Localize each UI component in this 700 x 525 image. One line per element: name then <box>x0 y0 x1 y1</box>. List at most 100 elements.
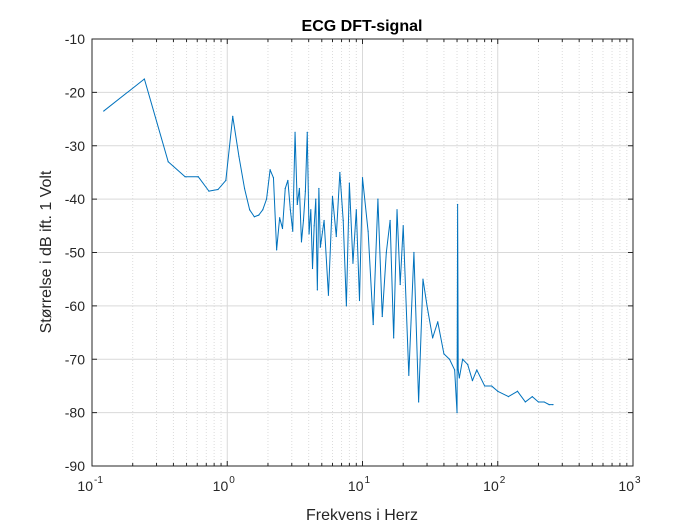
data-point <box>396 209 398 211</box>
data-point <box>348 182 350 184</box>
data-point <box>310 209 312 211</box>
data-point <box>294 131 296 134</box>
data-point <box>531 396 533 398</box>
x-tick-label: 10 1 <box>348 475 371 494</box>
y-tick-label: -60 <box>65 298 85 314</box>
data-point <box>524 401 526 403</box>
data-point <box>302 219 305 222</box>
data-point <box>381 315 383 318</box>
data-point <box>516 390 519 392</box>
data-point <box>308 233 310 235</box>
data-point <box>298 187 301 190</box>
data-point <box>311 267 314 270</box>
data-point <box>300 241 303 243</box>
data-point <box>284 187 286 190</box>
data-point <box>143 78 145 80</box>
y-tick-label: -40 <box>65 191 85 207</box>
data-point <box>304 190 306 192</box>
data-point <box>413 251 415 254</box>
x-tick-label-base: 10 <box>348 478 364 494</box>
data-point <box>217 188 219 191</box>
data-point <box>238 155 240 158</box>
data-point <box>432 337 434 339</box>
data-point <box>167 161 169 163</box>
data-point <box>367 230 369 232</box>
data-point <box>331 195 334 198</box>
data-point <box>253 216 255 218</box>
data-point <box>467 363 469 366</box>
data-point <box>345 305 347 307</box>
data-point <box>279 217 281 219</box>
data-point <box>358 299 361 302</box>
data-point <box>327 294 330 296</box>
y-tick-label: -80 <box>65 405 85 421</box>
data-point <box>232 115 234 117</box>
data-point <box>306 131 308 134</box>
data-point <box>243 187 246 190</box>
data-point <box>225 179 227 182</box>
data-point <box>296 203 298 206</box>
data-point <box>471 380 474 382</box>
data-point <box>335 235 337 238</box>
data-point <box>289 209 291 211</box>
x-tick-label-exponent: 2 <box>500 475 506 486</box>
data-point <box>319 246 321 248</box>
x-tick-label-base: 10 <box>483 478 499 494</box>
data-point <box>292 230 294 232</box>
x-tick-label-exponent: 3 <box>635 475 641 486</box>
data-point <box>393 337 395 339</box>
y-tick-label: -90 <box>65 458 85 474</box>
tick-marks <box>91 38 634 467</box>
data-point <box>484 385 486 387</box>
data-point <box>497 390 499 392</box>
data-point <box>316 289 318 291</box>
data-point <box>323 219 325 222</box>
x-tick-label-base: 10 <box>618 478 634 494</box>
data-point <box>352 262 354 264</box>
x-tick-label-base: 10 <box>213 478 229 494</box>
data-point <box>184 176 186 178</box>
y-tick-label: -10 <box>65 31 85 47</box>
x-tick-label: 10 3 <box>618 475 641 494</box>
data-point <box>454 369 456 371</box>
data-point <box>265 198 268 200</box>
data-point <box>443 353 445 355</box>
data-point <box>361 177 364 179</box>
data-point <box>269 169 271 171</box>
x-tick-label-base: 10 <box>77 478 93 494</box>
data-point <box>318 187 320 190</box>
data-point <box>462 358 464 360</box>
y-tick-labels: -90 -80 -70 -60 -50 -40 -30 -20 -10 <box>65 31 85 474</box>
chart-title: ECG DFT-signal <box>302 18 423 35</box>
data-point <box>313 225 315 227</box>
data-point <box>422 278 424 280</box>
y-axis-title: Størrelse i dB ift. 1 Volt <box>38 170 55 333</box>
x-tick-label-exponent: 1 <box>365 475 371 486</box>
y-tick-label: -50 <box>65 245 85 261</box>
data-point <box>399 283 401 286</box>
x-tick-labels: 10 -1 10 0 10 1 10 2 10 3 <box>77 475 641 494</box>
data-point <box>389 219 391 222</box>
data-point <box>507 396 510 398</box>
x-tick-label: 10 0 <box>213 475 236 494</box>
data-point <box>249 209 251 211</box>
data-point <box>377 198 379 200</box>
data-point <box>457 369 459 371</box>
series-layer <box>103 78 554 414</box>
data-point <box>272 177 275 179</box>
data-point <box>426 305 428 307</box>
data-point <box>342 219 344 222</box>
data-point <box>385 251 387 254</box>
y-tick-label: -30 <box>65 138 85 154</box>
data-point <box>490 385 493 387</box>
data-point <box>448 358 451 360</box>
data-point <box>287 179 289 182</box>
data-point <box>315 198 317 200</box>
data-point <box>262 209 264 211</box>
y-tick-label: -20 <box>65 84 85 100</box>
grid <box>92 39 633 466</box>
x-axis-title: Frekvens i Herz <box>306 507 418 524</box>
data-point <box>197 176 199 178</box>
data-point <box>103 110 105 112</box>
